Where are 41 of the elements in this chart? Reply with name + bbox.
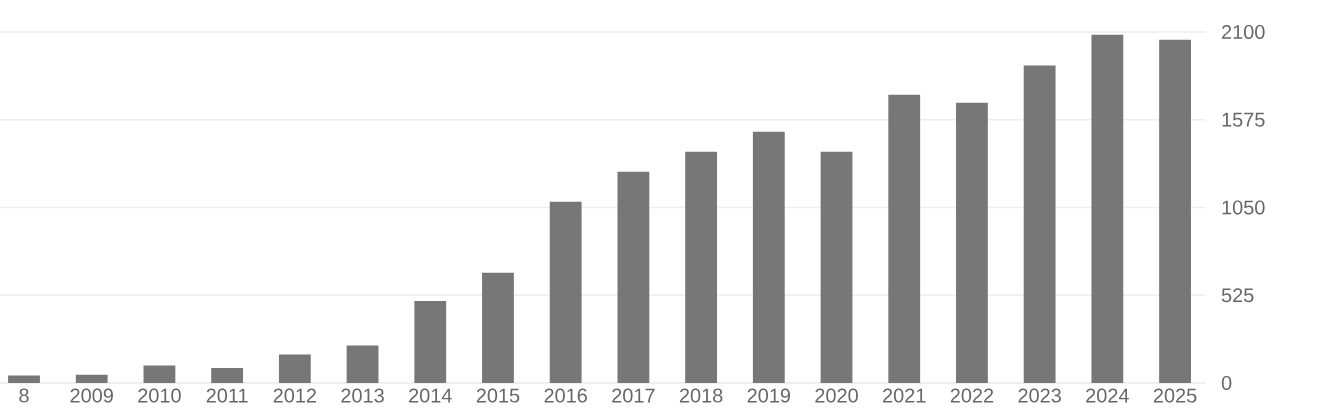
bar xyxy=(1159,39,1191,383)
bar xyxy=(617,171,650,383)
y-tick-label: 2100 xyxy=(1222,24,1265,40)
x-tick-label: 2013 xyxy=(341,388,384,403)
bar xyxy=(211,367,244,383)
bar xyxy=(820,151,853,383)
x-tick-label: 2010 xyxy=(138,388,181,403)
y-tick-label: 525 xyxy=(1221,288,1254,303)
x-tick-label: 2020 xyxy=(815,388,858,403)
bar xyxy=(752,131,785,383)
x-tick-label: 2022 xyxy=(950,388,994,403)
bar xyxy=(888,94,921,383)
bar xyxy=(278,354,311,383)
y-tick-label: 0 xyxy=(1221,375,1232,391)
bar xyxy=(1023,65,1056,383)
bar xyxy=(143,365,176,383)
x-tick-label: 2018 xyxy=(679,388,723,403)
x-tick-label: 2019 xyxy=(747,388,791,403)
bar xyxy=(8,375,40,383)
x-tick-label: 2015 xyxy=(476,388,520,403)
bar xyxy=(482,272,514,383)
y-tick-label: 1575 xyxy=(1222,112,1265,127)
x-tick-label: 2017 xyxy=(612,388,655,403)
x-tick-label: 2009 xyxy=(70,388,113,403)
bar xyxy=(956,102,988,383)
bar xyxy=(414,301,447,383)
x-tick-label: 2011 xyxy=(206,388,248,403)
x-tick-label: 2021 xyxy=(883,388,926,403)
x-tick-label: 2012 xyxy=(273,388,316,403)
bar xyxy=(75,374,108,383)
y-tick-label: 1050 xyxy=(1222,200,1265,215)
x-tick-label: 8 xyxy=(19,388,29,403)
x-tick-label: 2025 xyxy=(1153,388,1197,403)
x-tick-label: 2023 xyxy=(1018,388,1061,403)
x-tick-label: 2014 xyxy=(409,388,452,403)
x-tick-label: 2024 xyxy=(1086,388,1129,403)
bar xyxy=(549,201,582,383)
x-tick-label: 2016 xyxy=(544,388,587,403)
bar xyxy=(685,151,718,383)
bar xyxy=(1091,34,1124,383)
bar xyxy=(346,345,379,383)
